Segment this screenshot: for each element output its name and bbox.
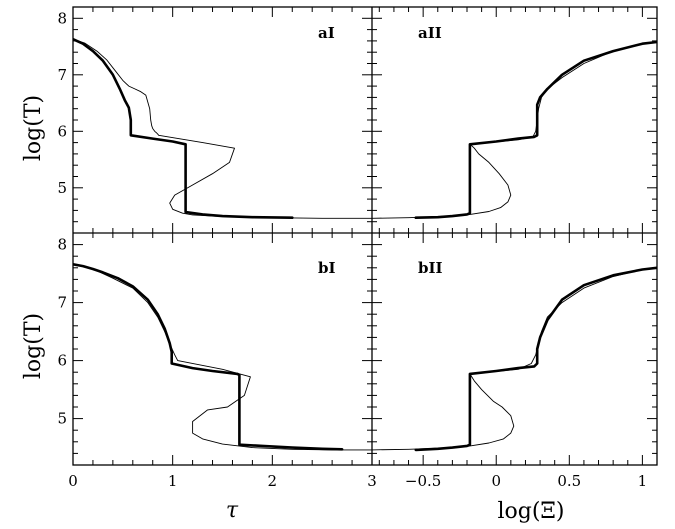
panel-labels: aI aII bI bII [318, 24, 443, 277]
panel-label: bI [318, 259, 336, 277]
x-tick-label: 0 [68, 472, 78, 490]
y-tick-label: 7 [57, 66, 67, 84]
x-axis-label-left: τ [226, 498, 239, 523]
x-tick-label: 1 [168, 472, 178, 490]
y-tick-label: 6 [57, 352, 67, 370]
y-axis-label-top: log(T) [21, 95, 46, 161]
x-tick-label: 0.5 [557, 472, 581, 490]
series-thin-line [372, 41, 657, 219]
panel-label: aII [418, 24, 442, 42]
y-tick-label: 6 [57, 122, 67, 140]
series-thin-line [73, 263, 372, 451]
panel-label: aI [318, 24, 335, 42]
y-axis-label-bottom: log(T) [21, 313, 46, 379]
x-tick-label: 3 [367, 472, 377, 490]
series-thick-line [73, 37, 294, 219]
y-tick-label: 5 [57, 179, 67, 197]
y-tick-label: 8 [57, 236, 67, 254]
y-tick-label: 5 [57, 410, 67, 428]
y-tick-label: 8 [57, 9, 67, 27]
panel-aII [372, 40, 657, 219]
y-tick-label: 7 [57, 294, 67, 312]
series-thin-line [73, 38, 372, 219]
x-tick-label: 2 [268, 472, 278, 490]
series-thick-line [414, 266, 657, 452]
axis-ticks [72, 6, 658, 466]
axis-tick-labels: 5 6 7 8 5 6 7 8 0 1 2 3 −0.5 0 0.5 1 [57, 9, 647, 490]
panel-aI [73, 37, 372, 219]
data-series-layer [73, 37, 657, 452]
x-tick-label: −0.5 [405, 472, 441, 490]
x-axis-label-right: log(Ξ) [497, 499, 564, 524]
series-thick-line [73, 262, 344, 451]
panel-bI [73, 262, 372, 451]
panel-label: bII [418, 259, 443, 277]
series-thin-line [372, 267, 657, 451]
x-tick-label: 0 [491, 472, 501, 490]
panel-bII [372, 266, 657, 452]
series-thick-line [414, 40, 657, 219]
x-tick-label: 1 [638, 472, 648, 490]
